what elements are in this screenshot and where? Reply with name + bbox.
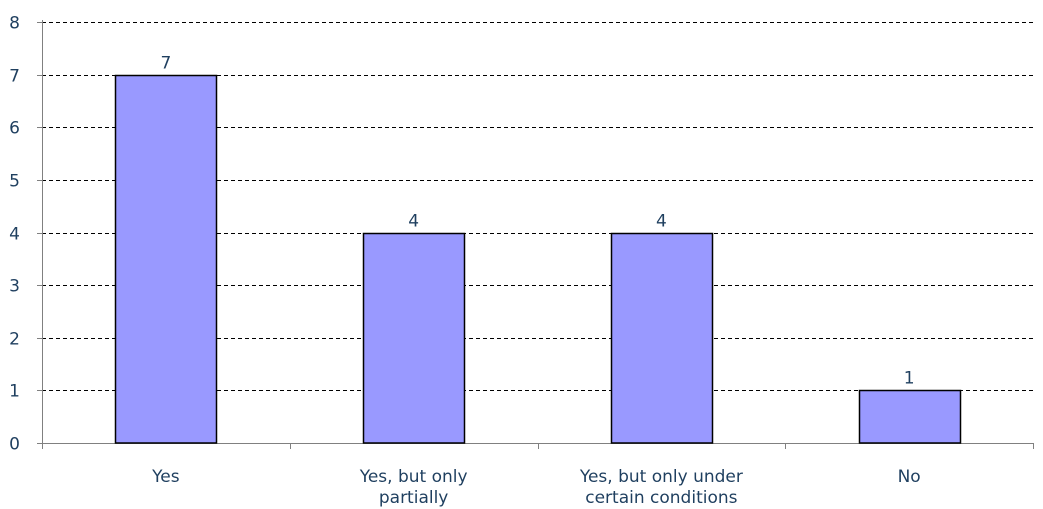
x-category-label: No	[898, 467, 921, 487]
data-label: 4	[656, 212, 667, 232]
y-tick-label: 1	[9, 382, 20, 402]
y-tick-label: 4	[9, 225, 20, 245]
y-tick-label: 6	[9, 119, 20, 139]
data-label: 1	[904, 369, 915, 389]
x-category-label: partially	[379, 488, 449, 508]
y-tick-label: 8	[9, 14, 20, 34]
bar	[858, 389, 962, 444]
data-label: 7	[160, 54, 171, 74]
y-tick-label: 3	[9, 277, 20, 297]
y-tick-label: 2	[9, 330, 20, 350]
bar	[362, 232, 466, 444]
x-category-label: Yes, but only	[359, 467, 468, 487]
bar	[114, 74, 218, 444]
x-category-label: Yes, but only under	[579, 467, 743, 487]
data-label: 4	[408, 212, 419, 232]
x-category-label: certain conditions	[585, 488, 737, 508]
y-tick-label: 0	[9, 435, 20, 455]
y-tick-label: 5	[9, 172, 20, 192]
y-tick-label: 7	[9, 67, 20, 87]
bars	[114, 74, 962, 444]
x-category-label: Yes	[151, 467, 180, 487]
bar	[610, 232, 714, 444]
